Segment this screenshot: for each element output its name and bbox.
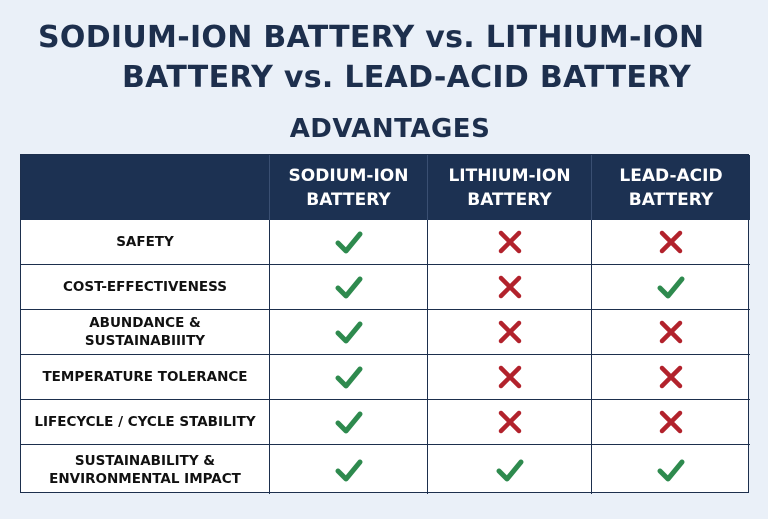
table-cell — [428, 400, 592, 445]
column-header-sodium-ion: SODIUM-ION BATTERY — [270, 155, 428, 220]
row-label-line: LIFECYCLE / CYCLE STABILITY — [34, 414, 256, 430]
row-label-cost-effectiveness: COST-EFFECTIVENESS — [21, 265, 270, 310]
table-cell — [428, 355, 592, 400]
check-icon — [335, 411, 362, 434]
row-label-line: TEMPERATURE TOLERANCE — [42, 369, 248, 385]
row-label-line: COST-EFFECTIVENESS — [63, 279, 227, 295]
check-icon — [335, 366, 362, 389]
cross-icon — [498, 230, 521, 254]
table-cell — [270, 220, 428, 265]
table-cell — [592, 220, 750, 265]
table-cell — [270, 355, 428, 400]
table-cell — [592, 310, 750, 355]
page-title-line-1: SODIUM-ION BATTERY vs. LITHIUM-ION — [38, 20, 705, 55]
column-header-line: BATTERY — [467, 189, 552, 210]
table-cell — [270, 310, 428, 355]
column-header-line: LITHIUM-ION — [448, 165, 571, 186]
section-subtitle: ADVANTAGES — [289, 114, 491, 144]
table-cell — [592, 400, 750, 445]
row-label-line: SAFETY — [116, 234, 174, 250]
column-header-line: BATTERY — [306, 189, 391, 210]
check-icon — [657, 276, 685, 299]
cross-icon — [498, 320, 521, 344]
row-label-environmental-impact: SUSTAINABILITY & ENVIRONMENTAL IMPACT — [21, 445, 270, 494]
check-icon — [657, 459, 685, 481]
cross-icon — [498, 410, 521, 434]
row-label-abundance-sustainability: ABUNDANCE & SUSTAINABIIITY — [21, 310, 270, 355]
column-header-lead-acid: LEAD-ACID BATTERY — [592, 155, 750, 220]
column-header-line: SODIUM-ION — [288, 165, 409, 186]
cross-icon — [659, 410, 683, 434]
column-header-lithium-ion: LITHIUM-ION BATTERY — [428, 155, 592, 220]
check-icon — [335, 321, 362, 344]
check-icon — [496, 459, 523, 481]
table-cell — [270, 445, 428, 494]
table-cell — [428, 220, 592, 265]
row-label-safety: SAFETY — [21, 220, 270, 265]
table-cell — [592, 445, 750, 494]
row-label-line: SUSTAINABILITY & — [74, 452, 216, 469]
table-cell — [592, 265, 750, 310]
cross-icon — [498, 365, 521, 389]
table-cell — [270, 400, 428, 445]
table-cell — [592, 355, 750, 400]
cross-icon — [659, 230, 683, 254]
row-label-lifecycle-stability: LIFECYCLE / CYCLE STABILITY — [21, 400, 270, 445]
check-icon — [335, 276, 362, 299]
cross-icon — [659, 320, 683, 344]
comparison-table: SODIUM-ION BATTERY LITHIUM-ION BATTERY L… — [20, 154, 750, 494]
column-header-line: LEAD-ACID — [619, 165, 723, 186]
table-cell — [428, 265, 592, 310]
column-header-line: BATTERY — [628, 189, 714, 210]
row-label-line: ENVIRONMENTAL IMPACT — [49, 470, 241, 487]
table-cell — [428, 445, 592, 494]
table-cell — [428, 310, 592, 355]
table-header-corner — [21, 155, 270, 220]
cross-icon — [498, 275, 521, 299]
check-icon — [335, 231, 362, 254]
page-title-line-2: BATTERY vs. LEAD-ACID BATTERY — [122, 60, 691, 95]
row-label-temperature-tolerance: TEMPERATURE TOLERANCE — [21, 355, 270, 400]
check-icon — [335, 459, 362, 481]
table-cell — [270, 265, 428, 310]
row-label-line: ABUNDANCE & SUSTAINABIIITY — [84, 315, 206, 349]
cross-icon — [659, 365, 683, 389]
